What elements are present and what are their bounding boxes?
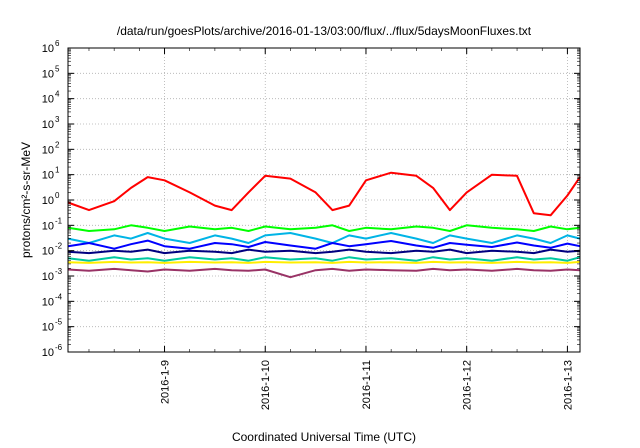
y-tick-label: 10 [42,322,54,334]
y-tick-exponent: -2 [55,242,63,251]
y-tick-label: 10 [42,94,54,106]
y-tick-exponent: -6 [55,343,63,352]
series-line-5 [67,256,581,262]
y-tick-label: 10 [42,296,54,308]
y-tick-exponent: -3 [55,267,63,276]
y-tick-exponent: 2 [55,140,60,149]
y-tick-label: 10 [42,347,54,359]
y-tick-label: 10 [42,220,54,232]
y-tick-label: 10 [42,119,54,131]
y-tick-label: 10 [42,246,54,258]
series-line-6 [67,260,581,264]
y-tick-exponent: 3 [55,115,60,124]
y-tick-exponent: -4 [55,292,63,301]
series-line-3 [67,239,581,250]
y-tick-label: 10 [42,170,54,182]
y-tick-exponent: 0 [55,191,60,200]
x-tick-label: 2016-1-13 [562,360,574,410]
y-tick-exponent: 5 [55,64,60,73]
y-tick-label: 10 [42,43,54,55]
y-tick-exponent: 4 [55,90,60,99]
y-tick-exponent: -1 [55,216,63,225]
y-tick-label: 10 [42,195,54,207]
y-axis-label: protons/cm²-s-sr-MeV [19,142,33,258]
series-line-7 [67,267,581,279]
series-line-4 [67,248,581,255]
series-line-1 [67,224,581,232]
series-layer [67,171,581,279]
x-tick-label: 2016-1-12 [462,360,474,410]
x-tick-label: 2016-1-9 [160,360,172,404]
y-tick-label: 10 [42,271,54,283]
series-line-0 [67,171,581,217]
x-tick-label: 2016-1-11 [361,360,373,409]
y-axis: 10 -610 -510 -410 -310 -210 -110 010 110 210 310 41… [42,39,580,359]
chart-title: /data/run/goesPlots/archive/2016-01-13/0… [117,24,532,38]
x-tick-label: 2016-1-10 [260,360,272,410]
x-axis: 2016-1-9 2016-1-10 2016-1-11 2016-1-12 2016-… [88,48,574,410]
y-tick-exponent: 6 [55,39,60,48]
x-axis-label: Coordinated Universal Time (UTC) [232,430,416,444]
y-tick-exponent: 1 [55,166,60,175]
y-tick-label: 10 [42,68,54,80]
y-tick-exponent: -5 [55,318,63,327]
y-tick-label: 10 [42,144,54,156]
